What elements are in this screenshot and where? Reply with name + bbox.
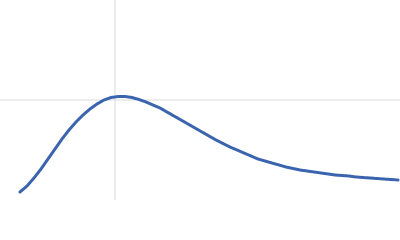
page: {"chart_data": {"type": "line", "x": [5,… <box>0 0 400 200</box>
chart <box>0 0 400 200</box>
data-line <box>18 95 400 194</box>
